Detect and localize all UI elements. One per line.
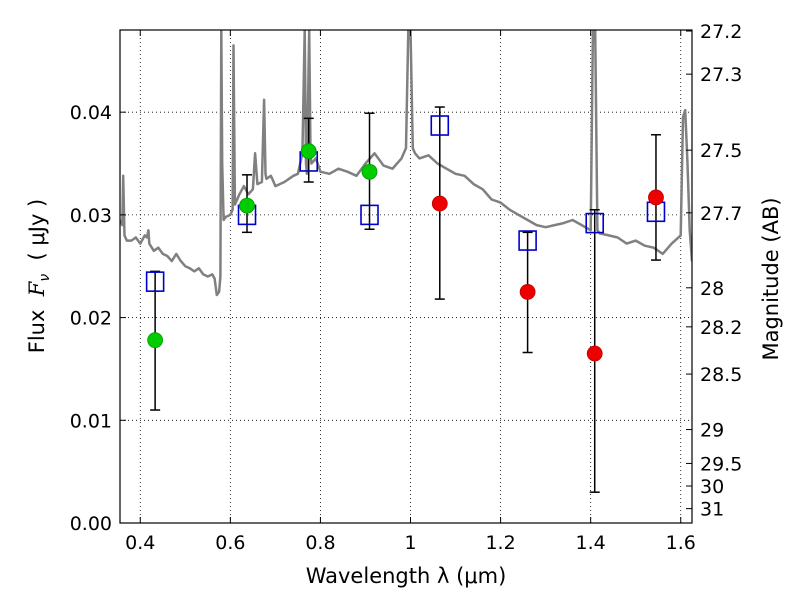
y-tick-label: 0.00 xyxy=(70,513,112,535)
x-axis-label: Wavelength λ (μm) xyxy=(306,564,507,588)
x-tick-label: 0.8 xyxy=(305,532,335,554)
mag-tick-label: 27.5 xyxy=(700,140,742,162)
y-tick-label: 0.01 xyxy=(70,410,112,432)
model-square xyxy=(585,212,605,234)
y-tick-label: 0.03 xyxy=(70,205,112,227)
detection-point xyxy=(361,163,378,180)
upper-limit-point xyxy=(648,189,664,206)
y-tick-label: 0.02 xyxy=(70,308,112,330)
model-square xyxy=(145,271,165,292)
x-tick-label: 0.4 xyxy=(125,532,155,554)
mag-tick-label: 28.2 xyxy=(700,317,742,339)
error-bars xyxy=(150,106,661,493)
mag-tick-label: 31 xyxy=(700,499,724,521)
mag-tick-label: 27.2 xyxy=(700,21,742,43)
y-axis-label: Flux Fν ( μJy ) xyxy=(25,199,53,354)
markers xyxy=(145,115,666,362)
plot-area xyxy=(120,30,692,297)
upper-limit-point xyxy=(586,345,603,362)
mag-tick-label: 29.5 xyxy=(700,453,742,475)
right-axis-label: Magnitude (AB) xyxy=(759,197,783,360)
mag-tick-label: 29 xyxy=(700,420,724,442)
model-square xyxy=(518,230,537,251)
x-tick-label: 1 xyxy=(404,532,416,554)
y-tick-label: 0.04 xyxy=(70,102,112,124)
mag-tick-label: 30 xyxy=(700,476,724,498)
detection-point xyxy=(300,143,317,160)
spectrum-line xyxy=(120,30,692,297)
upper-limit-point xyxy=(431,195,448,212)
detection-point xyxy=(147,332,164,349)
upper-limit-point xyxy=(519,284,536,300)
plot-frame xyxy=(119,29,693,524)
mag-tick-label: 28 xyxy=(700,278,724,300)
x-tick-label: 0.6 xyxy=(215,532,245,554)
x-tick-label: 1.4 xyxy=(576,532,606,554)
axes: 0.4 0.6 0.8 1 1.2 1.4 1.6 0.00 0.01 0.02 0.03 0.04 2… xyxy=(70,21,743,554)
model-square xyxy=(430,115,450,136)
x-tick-label: 1.2 xyxy=(485,532,515,554)
detection-point xyxy=(239,197,255,214)
mag-tick-label: 27.3 xyxy=(700,64,742,86)
mag-tick-label: 27.7 xyxy=(700,203,742,225)
x-tick-label: 1.6 xyxy=(666,532,696,554)
mag-tick-label: 28.5 xyxy=(700,364,742,386)
model-square xyxy=(360,204,379,226)
